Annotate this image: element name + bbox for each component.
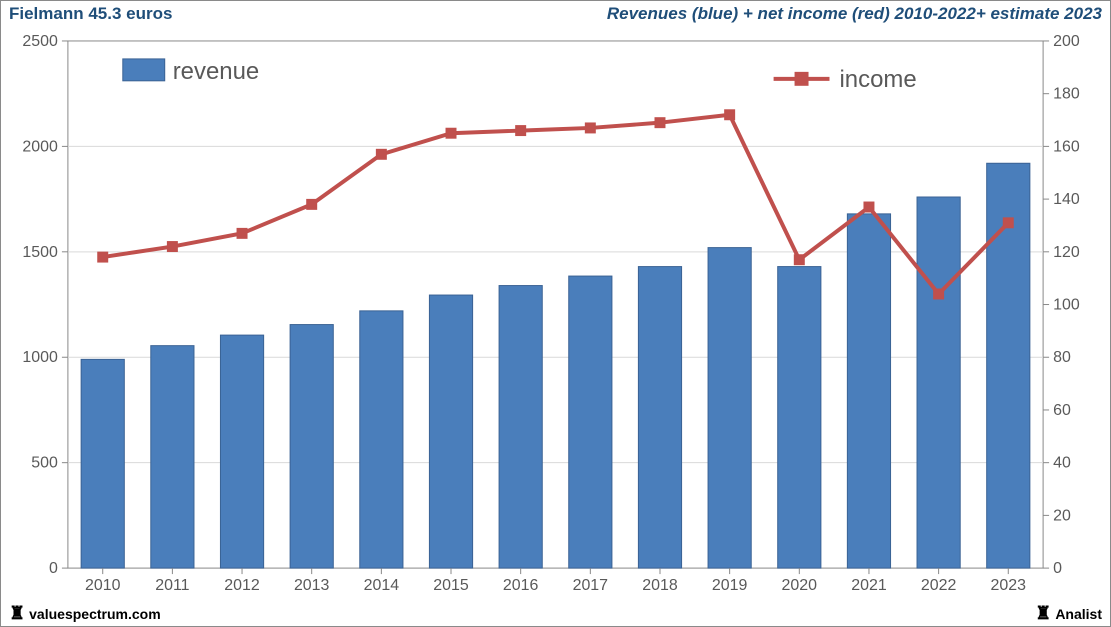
income-marker — [864, 202, 874, 212]
svg-text:2016: 2016 — [503, 577, 539, 594]
bar — [778, 267, 821, 569]
footer-left-text: valuespectrum.com — [29, 606, 161, 622]
title-left: Fielmann 45.3 euros — [9, 4, 172, 24]
svg-text:2010: 2010 — [85, 577, 121, 594]
svg-text:1000: 1000 — [22, 349, 58, 366]
bar — [220, 335, 263, 568]
svg-text:120: 120 — [1053, 244, 1080, 261]
income-marker — [585, 123, 595, 133]
bar — [708, 248, 751, 568]
svg-text:2017: 2017 — [573, 577, 609, 594]
chart-container: Fielmann 45.3 euros Revenues (blue) + ne… — [0, 0, 1111, 627]
svg-text:2021: 2021 — [851, 577, 887, 594]
legend-bar-swatch — [123, 59, 165, 81]
svg-text:2015: 2015 — [433, 577, 469, 594]
bar — [429, 295, 472, 568]
svg-text:180: 180 — [1053, 86, 1080, 103]
income-marker — [376, 149, 386, 159]
bar — [499, 286, 542, 569]
income-marker — [655, 118, 665, 128]
income-marker — [98, 252, 108, 262]
svg-text:2012: 2012 — [224, 577, 260, 594]
bar — [360, 311, 403, 568]
svg-text:2014: 2014 — [364, 577, 400, 594]
chart-svg: 0 500 1000 1500 2000 2500 0 20 40 60 80 100 120 140 16… — [13, 31, 1098, 596]
income-marker — [237, 228, 247, 238]
rook-icon: ♜ — [9, 603, 25, 623]
income-marker — [725, 110, 735, 120]
svg-text:2019: 2019 — [712, 577, 748, 594]
svg-text:20: 20 — [1053, 507, 1071, 524]
svg-text:1500: 1500 — [22, 244, 58, 261]
svg-text:2022: 2022 — [921, 577, 957, 594]
income-marker — [794, 255, 804, 265]
footer-right-text: Analist — [1055, 606, 1102, 622]
income-marker — [934, 289, 944, 299]
income-marker — [167, 242, 177, 252]
title-row: Fielmann 45.3 euros Revenues (blue) + ne… — [1, 1, 1110, 25]
bar — [847, 214, 890, 568]
bar — [917, 197, 960, 568]
bar — [569, 276, 612, 568]
svg-text:60: 60 — [1053, 402, 1071, 419]
svg-text:140: 140 — [1053, 191, 1080, 208]
bar — [151, 346, 194, 568]
income-marker — [307, 199, 317, 209]
footer-left: ♜valuespectrum.com — [9, 604, 161, 622]
legend-line-marker — [795, 72, 809, 86]
plot-area: 0 500 1000 1500 2000 2500 0 20 40 60 80 100 120 140 16… — [13, 31, 1098, 596]
bar — [81, 359, 124, 568]
svg-text:0: 0 — [49, 560, 58, 577]
income-marker — [516, 126, 526, 136]
footer-right: ♜Analist — [1035, 604, 1102, 622]
legend-bar-label: revenue — [173, 58, 260, 85]
title-right: Revenues (blue) + net income (red) 2010-… — [607, 4, 1102, 24]
legend-line-label: income — [839, 66, 916, 93]
svg-text:2020: 2020 — [782, 577, 818, 594]
income-marker — [1003, 218, 1013, 228]
bar — [290, 325, 333, 569]
svg-text:2018: 2018 — [642, 577, 678, 594]
rook-icon: ♜ — [1035, 603, 1051, 623]
bar — [638, 267, 681, 569]
svg-text:2011: 2011 — [155, 577, 189, 594]
svg-text:2000: 2000 — [22, 138, 58, 155]
svg-text:2023: 2023 — [991, 577, 1027, 594]
svg-text:2500: 2500 — [22, 33, 58, 50]
svg-text:80: 80 — [1053, 349, 1071, 366]
income-marker — [446, 128, 456, 138]
svg-text:160: 160 — [1053, 138, 1080, 155]
svg-text:100: 100 — [1053, 297, 1080, 314]
footer-row: ♜valuespectrum.com ♜Analist — [1, 602, 1110, 626]
svg-text:200: 200 — [1053, 33, 1080, 50]
svg-text:40: 40 — [1053, 455, 1071, 472]
svg-text:0: 0 — [1053, 560, 1062, 577]
svg-text:2013: 2013 — [294, 577, 330, 594]
svg-text:500: 500 — [31, 455, 58, 472]
